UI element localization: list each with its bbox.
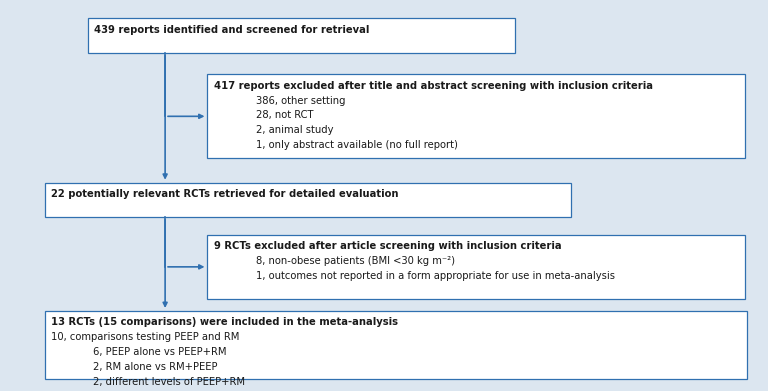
FancyBboxPatch shape [45,183,571,217]
Text: 1, outcomes not reported in a form appropriate for use in meta-analysis: 1, outcomes not reported in a form appro… [256,271,614,281]
Text: 2, RM alone vs RM+PEEP: 2, RM alone vs RM+PEEP [93,362,217,372]
Text: 13 RCTs (15 comparisons) were included in the meta-analysis: 13 RCTs (15 comparisons) were included i… [51,317,398,327]
FancyBboxPatch shape [45,311,747,379]
Text: 8, non-obese patients (BMI <30 kg m⁻²): 8, non-obese patients (BMI <30 kg m⁻²) [256,256,455,266]
Text: 439 reports identified and screened for retrieval: 439 reports identified and screened for … [94,25,370,35]
FancyBboxPatch shape [88,18,515,53]
Text: 2, animal study: 2, animal study [256,125,333,135]
Text: 386, other setting: 386, other setting [256,95,346,106]
FancyBboxPatch shape [207,74,745,158]
Text: 2, different levels of PEEP+RM: 2, different levels of PEEP+RM [93,377,245,387]
Text: 10, comparisons testing PEEP and RM: 10, comparisons testing PEEP and RM [51,332,239,342]
Text: 22 potentially relevant RCTs retrieved for detailed evaluation: 22 potentially relevant RCTs retrieved f… [51,189,398,199]
Text: 9 RCTs excluded after article screening with inclusion criteria: 9 RCTs excluded after article screening … [214,241,561,251]
Text: 6, PEEP alone vs PEEP+RM: 6, PEEP alone vs PEEP+RM [93,347,227,357]
FancyBboxPatch shape [207,235,745,299]
Text: 28, not RCT: 28, not RCT [256,110,313,120]
Text: 417 reports excluded after title and abstract screening with inclusion criteria: 417 reports excluded after title and abs… [214,81,653,91]
Text: 1, only abstract available (no full report): 1, only abstract available (no full repo… [256,140,458,150]
